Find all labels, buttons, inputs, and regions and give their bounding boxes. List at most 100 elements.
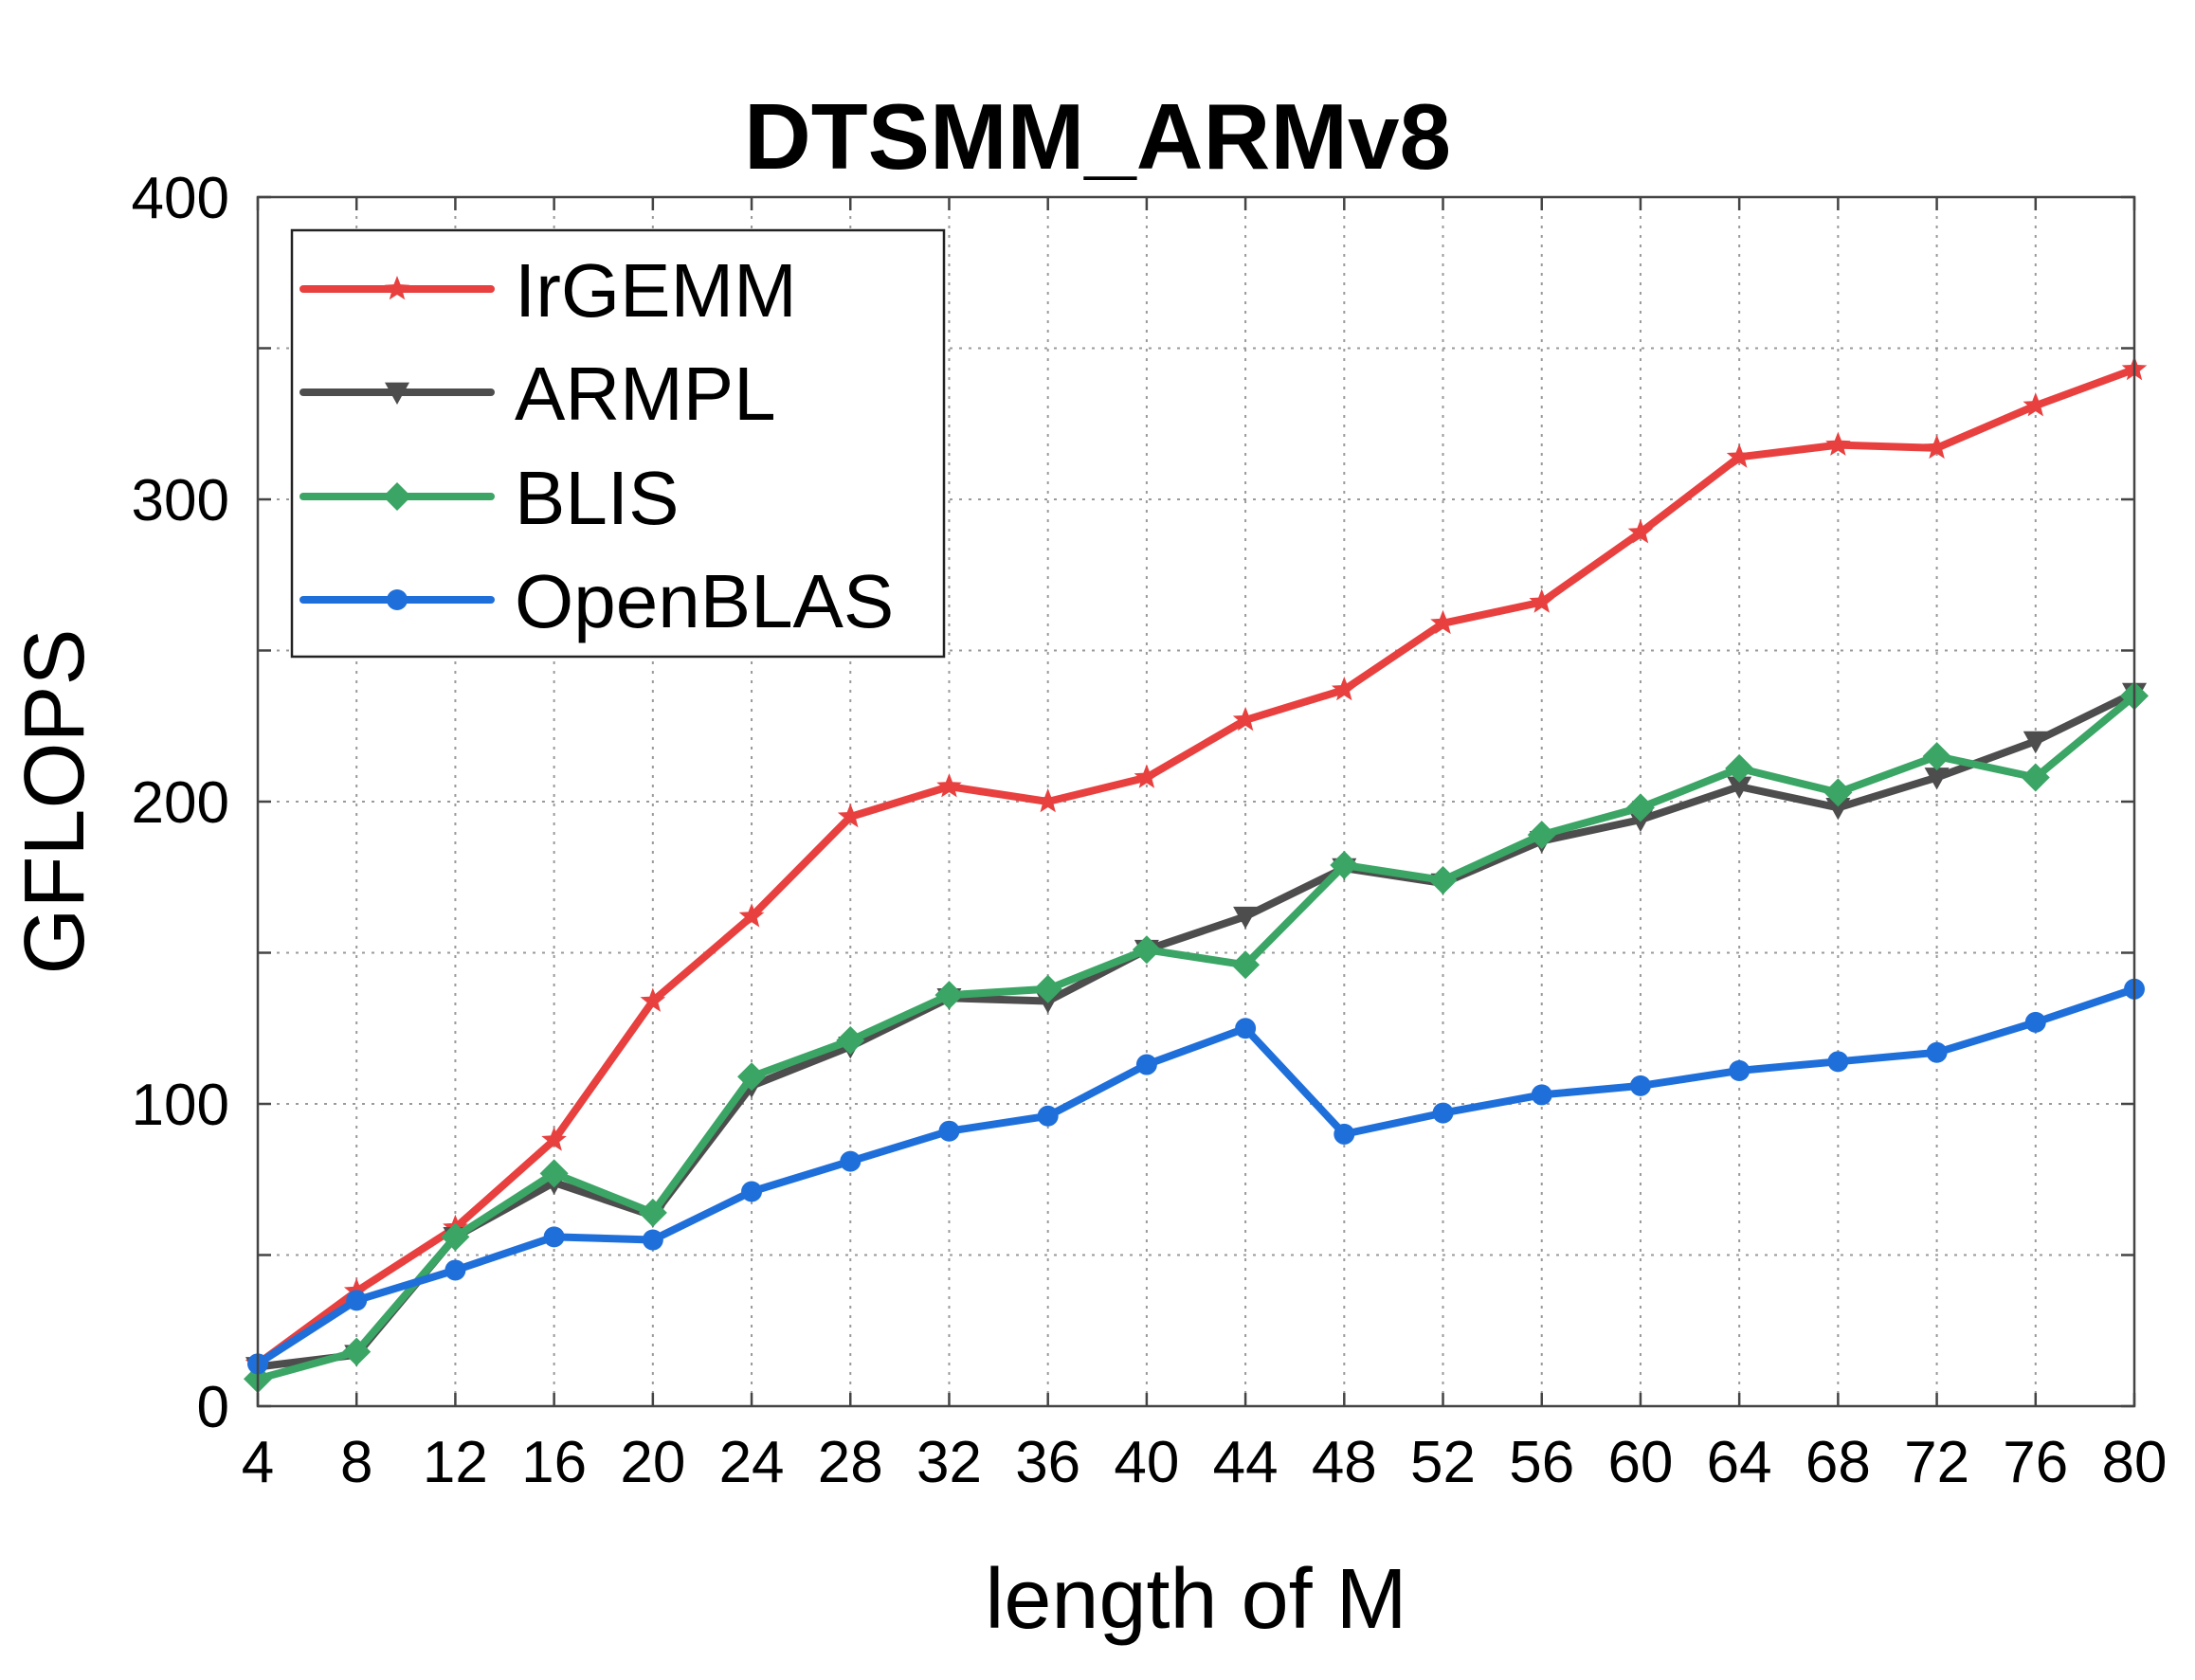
legend-marker-blis [383,482,411,511]
series-line-blis [254,692,2138,1383]
data-point-openblas [1432,1102,1454,1124]
x-tick-label: 64 [1707,1430,1772,1495]
data-point-irgemm [1726,443,1752,468]
data-point-irgemm [2023,392,2049,417]
x-tick-label: 48 [1312,1430,1377,1495]
data-point-openblas [1729,1059,1751,1081]
y-axis-label: GFLOPS [8,628,102,974]
legend-label-openblas: OpenBLAS [515,559,894,643]
data-point-blis [934,981,964,1010]
legend-label-armpl: ARMPL [515,352,776,436]
x-tick-label: 52 [1410,1430,1476,1495]
data-point-blis [342,1337,372,1366]
data-point-irgemm [1529,588,1555,613]
data-point-openblas [1629,1075,1651,1096]
data-point-openblas [2024,1011,2046,1033]
data-point-openblas [1827,1051,1849,1073]
x-tick-label: 20 [620,1430,685,1495]
data-point-blis [1823,778,1853,807]
data-point-blis [1231,950,1261,980]
data-point-armpl [2023,731,2048,754]
y-tick-label: 200 [132,770,229,836]
x-tick-label: 36 [1015,1430,1080,1495]
x-tick-label: 24 [719,1430,785,1495]
data-point-openblas [1531,1084,1552,1106]
data-point-openblas [1333,1123,1355,1145]
data-point-irgemm [1134,764,1160,788]
data-point-blis [638,1198,667,1227]
data-point-blis [1132,935,1161,965]
data-point-blis [1527,821,1556,850]
data-point-irgemm [1332,677,1357,701]
series-openblas [247,978,2145,1375]
x-tick-label: 32 [916,1430,982,1495]
data-point-armpl [1825,797,1851,821]
data-point-irgemm [1232,706,1259,732]
data-point-openblas [543,1226,565,1248]
y-tick-label: 300 [132,468,229,533]
x-tick-label: 76 [2003,1430,2068,1495]
data-point-armpl [1924,768,1950,790]
data-point-blis [1922,742,1951,771]
data-point-openblas [741,1181,763,1202]
data-point-blis [1725,753,1754,783]
chart-title: DTSMM_ARMv8 [744,84,1451,189]
legend-box [290,228,946,659]
y-tick-label: 100 [132,1073,229,1138]
data-point-irgemm [1627,519,1654,544]
data-point-openblas [346,1290,368,1311]
data-point-blis [1428,865,1458,894]
x-tick-label: 4 [242,1430,274,1495]
data-point-irgemm [1924,434,1950,460]
data-point-irgemm [1035,788,1061,813]
data-point-openblas [1135,1054,1157,1075]
data-point-blis [1033,974,1062,1003]
ticks: 4 8 12 16 20 24 28 32 36 40 44 48 52 56 60 64 68 72 76 8001… [132,166,2168,1495]
x-axis-label: length of M [985,1552,1406,1647]
data-point-openblas [1037,1105,1059,1127]
legend-label-blis: BLIS [515,456,679,540]
data-point-openblas [840,1150,862,1172]
series-blis [244,681,2149,1394]
series-line-openblas [254,985,2138,1368]
data-point-blis [737,1062,767,1092]
x-tick-label: 44 [1213,1430,1279,1495]
data-point-irgemm [837,804,863,828]
x-tick-label: 68 [1805,1430,1871,1495]
x-tick-label: 72 [1904,1430,1969,1495]
data-point-blis [1625,793,1655,822]
data-point-irgemm [936,773,962,798]
x-tick-label: 56 [1509,1430,1574,1495]
data-point-blis [836,1026,865,1056]
data-point-openblas [1926,1041,1948,1063]
x-tick-label: 40 [1114,1430,1179,1495]
series-line-armpl [254,689,2138,1371]
x-tick-label: 12 [423,1430,488,1495]
legend-marker-openblas [387,589,408,610]
data-point-blis [441,1222,470,1252]
y-tick-label: 400 [132,166,229,231]
data-point-irgemm [1430,609,1456,635]
legend: IrGEMM ARMPL BLIS OpenBLAS [290,228,946,659]
data-point-irgemm [640,987,666,1012]
data-point-irgemm [541,1127,567,1151]
legend-marker-irgemm [384,276,410,300]
data-point-blis [1330,850,1359,879]
data-point-openblas [642,1229,663,1251]
data-point-armpl [1233,906,1259,930]
x-tick-label: 16 [521,1430,587,1495]
legend-marker-armpl [385,382,409,405]
x-tick-label: 8 [340,1430,372,1495]
data-point-armpl [1727,776,1752,800]
series-line-irgemm [254,365,2138,1368]
data-point-openblas [938,1120,960,1142]
data-point-openblas [444,1259,466,1281]
y-tick-label: 0 [197,1375,229,1440]
x-tick-label: 80 [2102,1430,2168,1495]
data-point-openblas [1235,1018,1257,1039]
data-point-irgemm [1825,431,1851,456]
x-tick-label: 28 [818,1430,883,1495]
x-tick-label: 60 [1607,1430,1673,1495]
data-point-blis [539,1159,569,1188]
